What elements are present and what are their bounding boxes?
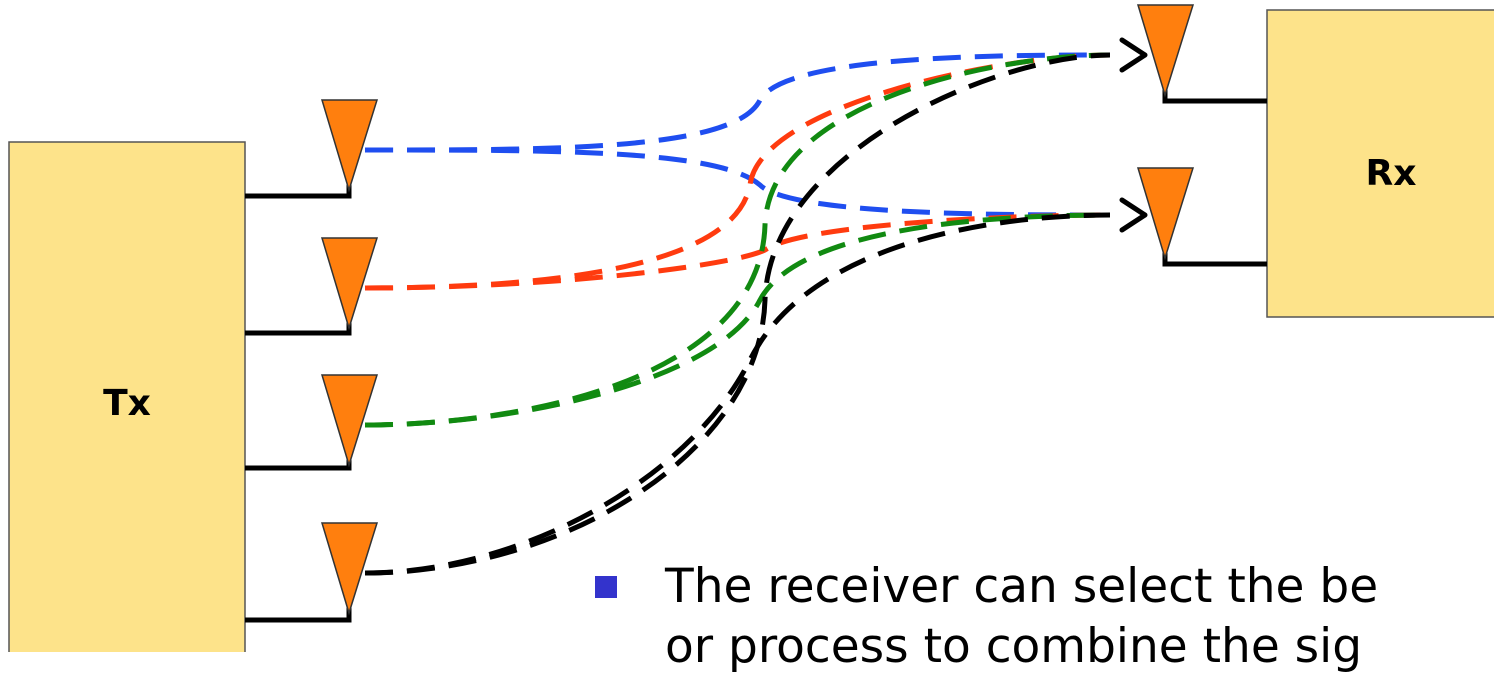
rx-antenna-2 xyxy=(1136,167,1195,261)
path-black-to-rx2 xyxy=(364,212,1111,576)
tx-antenna-3 xyxy=(320,374,379,468)
tx-antennas xyxy=(320,99,379,616)
path-green-to-rx1 xyxy=(364,52,1111,428)
arrowhead-rx1 xyxy=(1119,37,1148,73)
arrowhead-rx2 xyxy=(1119,197,1148,233)
rx-box xyxy=(1266,9,1494,318)
rx-antennas xyxy=(1136,4,1195,261)
tx-antenna-1 xyxy=(320,99,379,193)
arrowheads xyxy=(1119,37,1148,233)
bullet-line-1: The receiver can select the be xyxy=(665,559,1379,614)
rx-antenna-1 xyxy=(1136,4,1195,98)
mimo-diagram: Tx Rx xyxy=(8,4,1494,652)
tx-label: Tx xyxy=(103,383,151,424)
rx-feed-lines xyxy=(1162,55,1267,267)
rx-label: Rx xyxy=(1366,153,1417,194)
tx-box xyxy=(8,141,246,652)
bullet-marker xyxy=(595,576,617,598)
bullet-line-2: or process to combine the sig xyxy=(665,619,1363,674)
path-blue-to-rx2 xyxy=(364,147,1111,218)
path-blue-to-rx1 xyxy=(364,52,1111,153)
bullet-text: The receiver can select the be or proces… xyxy=(665,557,1378,677)
propagation-paths xyxy=(364,52,1111,576)
path-red-to-rx1 xyxy=(364,52,1111,291)
path-black-to-rx1 xyxy=(364,52,1111,576)
tx-antenna-2 xyxy=(320,237,379,331)
path-green-to-rx2 xyxy=(364,212,1111,428)
tx-antenna-4 xyxy=(320,522,379,616)
path-red-to-rx2 xyxy=(364,212,1111,291)
